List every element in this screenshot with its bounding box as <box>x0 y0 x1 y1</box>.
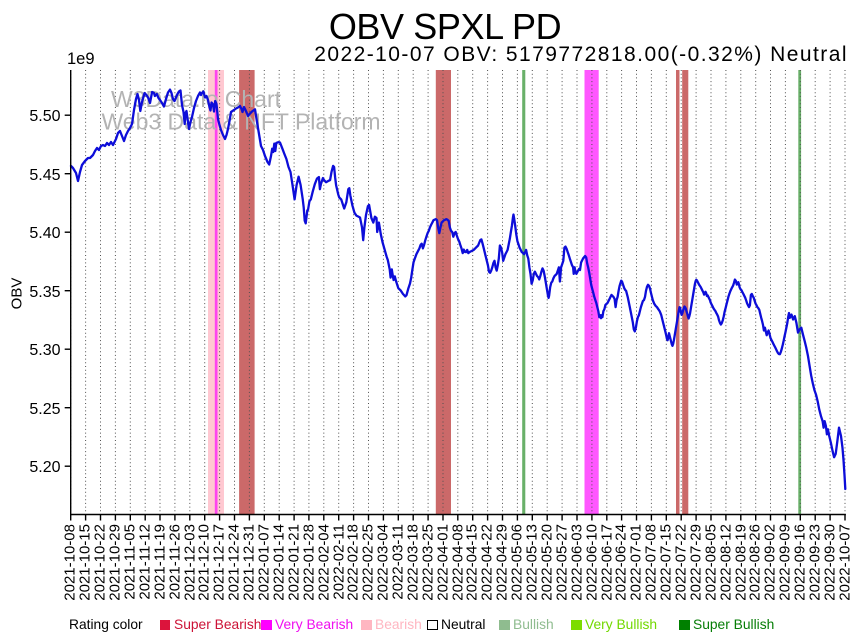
svg-text:Web3 Data & NFT Platform: Web3 Data & NFT Platform <box>102 109 381 135</box>
